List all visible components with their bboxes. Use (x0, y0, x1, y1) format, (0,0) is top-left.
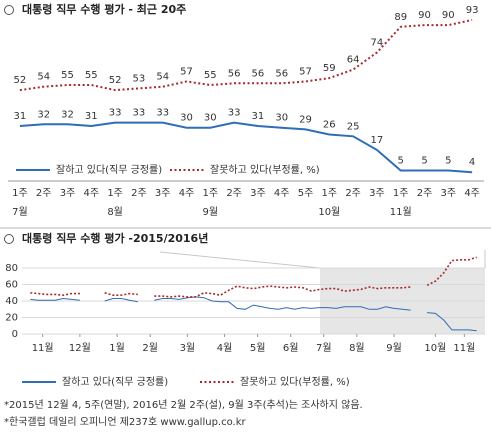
x-tick-label: 9월 (386, 342, 402, 354)
x-month-label: 10월 (318, 206, 340, 218)
x-tick-label: 2주 (131, 188, 147, 199)
data-label: 31 (14, 111, 27, 122)
data-label: 55 (204, 70, 217, 81)
series-line (19, 121, 473, 174)
data-label: 55 (61, 70, 74, 81)
x-tick-label: 11월 (453, 342, 475, 354)
icon (4, 5, 14, 15)
data-label: 32 (37, 109, 50, 120)
x-tick-label: 1월 (109, 342, 125, 354)
data-label: 5 (445, 155, 451, 166)
x-tick-label: 2월 (142, 342, 158, 354)
chart-title: 대통령 직무 수행 평가 - 최근 20주 (22, 2, 186, 16)
x-tick-label: 4주 (179, 188, 195, 199)
data-label: 29 (299, 114, 312, 125)
x-tick-label: 6월 (283, 342, 299, 354)
legend-label: 잘하고 있다(직무 긍정률) (56, 163, 162, 176)
data-label: 54 (156, 72, 169, 83)
data-label: 33 (109, 108, 122, 119)
x-tick-label: 4주 (274, 188, 290, 199)
x-tick-label: 10월 (424, 342, 446, 354)
x-tick-label: 2주 (36, 188, 52, 199)
data-label: 52 (14, 75, 27, 86)
data-label: 33 (228, 108, 241, 119)
data-label: 59 (323, 63, 336, 74)
x-month-label: 7월 (12, 206, 28, 218)
data-label: 30 (275, 113, 288, 124)
y-tick-label: 40 (5, 296, 18, 307)
y-tick-label: 20 (5, 313, 18, 324)
series-line (30, 256, 477, 298)
y-tick-label: 80 (5, 263, 18, 274)
x-tick-label: 12월 (69, 342, 91, 354)
data-label: 31 (252, 111, 265, 122)
data-label: 57 (299, 67, 312, 78)
x-tick-label: 3주 (250, 188, 266, 199)
x-tick-label: 4주 (84, 188, 100, 199)
data-label: 74 (371, 37, 384, 48)
footnote: *2015년 12월 4, 5주(연말), 2016년 2월 2주(설), 9월… (4, 398, 363, 411)
data-label: 31 (85, 111, 98, 122)
icon (4, 234, 14, 244)
x-tick-label: 4월 (217, 342, 233, 354)
x-tick-label: 3주 (441, 188, 457, 199)
data-label: 5 (421, 155, 427, 166)
data-label: 33 (156, 108, 169, 119)
data-label: 90 (442, 10, 455, 21)
data-label: 4 (469, 157, 475, 168)
x-month-label: 9월 (203, 206, 219, 218)
data-label: 57 (180, 67, 193, 78)
data-label: 32 (61, 109, 74, 120)
x-month-label: 11월 (390, 206, 412, 218)
data-label: 89 (394, 12, 407, 23)
x-tick-label: 1주 (393, 188, 409, 199)
x-tick-label: 2주 (345, 188, 361, 199)
chart-title: 대통령 직무 수행 평가 -2015/2016년 (22, 231, 208, 245)
legend-label: 잘못하고 있다(부정률, %) (210, 163, 320, 176)
x-tick-label: 3주 (60, 188, 76, 199)
x-tick-label: 5주 (298, 188, 314, 199)
x-tick-label: 1주 (107, 188, 123, 199)
x-tick-label: 5월 (250, 342, 266, 354)
y-tick-label: 0 (12, 329, 18, 340)
legend-label: 잘못하고 있다(부정률, %) (240, 375, 350, 388)
x-tick-label: 3월 (180, 342, 196, 354)
legend-label: 잘하고 있다(직무 긍정률) (62, 375, 168, 388)
data-label: 17 (371, 135, 384, 146)
x-tick-label: 7월 (316, 342, 332, 354)
y-tick-label: 60 (5, 280, 18, 291)
data-label: 5 (398, 155, 404, 166)
footnote: *한국갤럽 데일리 오피니언 제237호 www.gallup.co.kr (4, 416, 247, 428)
data-label: 25 (347, 121, 360, 132)
x-tick-label: 3주 (369, 188, 385, 199)
x-tick-label: 11월 (32, 342, 54, 354)
data-label: 56 (275, 68, 288, 79)
data-label: 30 (204, 113, 217, 124)
data-label: 90 (418, 10, 431, 21)
x-tick-label: 3주 (155, 188, 171, 199)
data-label: 53 (133, 73, 146, 84)
data-label: 56 (228, 68, 241, 79)
x-tick-label: 2주 (226, 188, 242, 199)
x-tick-label: 2주 (417, 188, 433, 199)
data-label: 54 (37, 72, 50, 83)
data-label: 52 (109, 75, 122, 86)
data-label: 56 (252, 68, 265, 79)
x-tick-label: 1주 (12, 188, 28, 199)
data-label: 26 (323, 120, 336, 131)
x-tick-label: 4주 (464, 188, 480, 199)
data-label: 55 (85, 70, 98, 81)
x-tick-label: 8월 (349, 342, 365, 354)
data-label: 33 (133, 108, 146, 119)
x-tick-label: 1주 (203, 188, 219, 199)
data-label: 30 (180, 113, 193, 124)
series-line (30, 296, 477, 332)
data-label: 64 (347, 55, 360, 66)
x-month-label: 8월 (107, 206, 123, 218)
connector (159, 251, 321, 269)
x-tick-label: 1주 (322, 188, 338, 199)
data-label: 93 (466, 5, 479, 16)
